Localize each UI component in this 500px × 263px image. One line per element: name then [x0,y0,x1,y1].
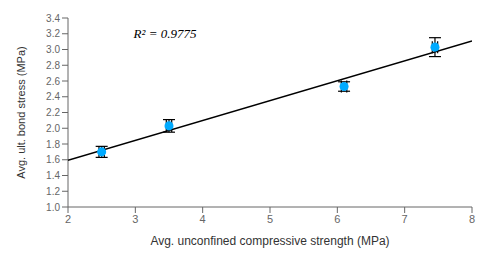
svg-text:3.2: 3.2 [46,28,60,39]
svg-text:6: 6 [334,213,340,225]
svg-text:2.2: 2.2 [46,107,60,118]
svg-text:3.4: 3.4 [46,13,60,24]
svg-text:8: 8 [469,213,475,225]
svg-text:4: 4 [200,213,206,225]
svg-text:2.0: 2.0 [46,123,60,134]
svg-text:3.0: 3.0 [46,44,60,55]
svg-text:1.0: 1.0 [46,202,60,213]
svg-text:5: 5 [267,213,273,225]
svg-text:1.4: 1.4 [46,170,60,181]
svg-text:2.4: 2.4 [46,91,60,102]
svg-text:R² = 0.9775: R² = 0.9775 [133,26,197,41]
svg-text:7: 7 [402,213,408,225]
svg-text:2.8: 2.8 [46,60,60,71]
svg-text:Avg. ult. bond stress (MPa): Avg. ult. bond stress (MPa) [15,46,27,178]
svg-text:2: 2 [65,213,71,225]
svg-text:1.6: 1.6 [46,154,60,165]
svg-text:1.8: 1.8 [46,139,60,150]
svg-text:2.6: 2.6 [46,76,60,87]
svg-text:3: 3 [132,213,138,225]
svg-text:Avg. unconfined compressive st: Avg. unconfined compressive strength (MP… [150,234,389,248]
svg-text:1.2: 1.2 [46,186,60,197]
